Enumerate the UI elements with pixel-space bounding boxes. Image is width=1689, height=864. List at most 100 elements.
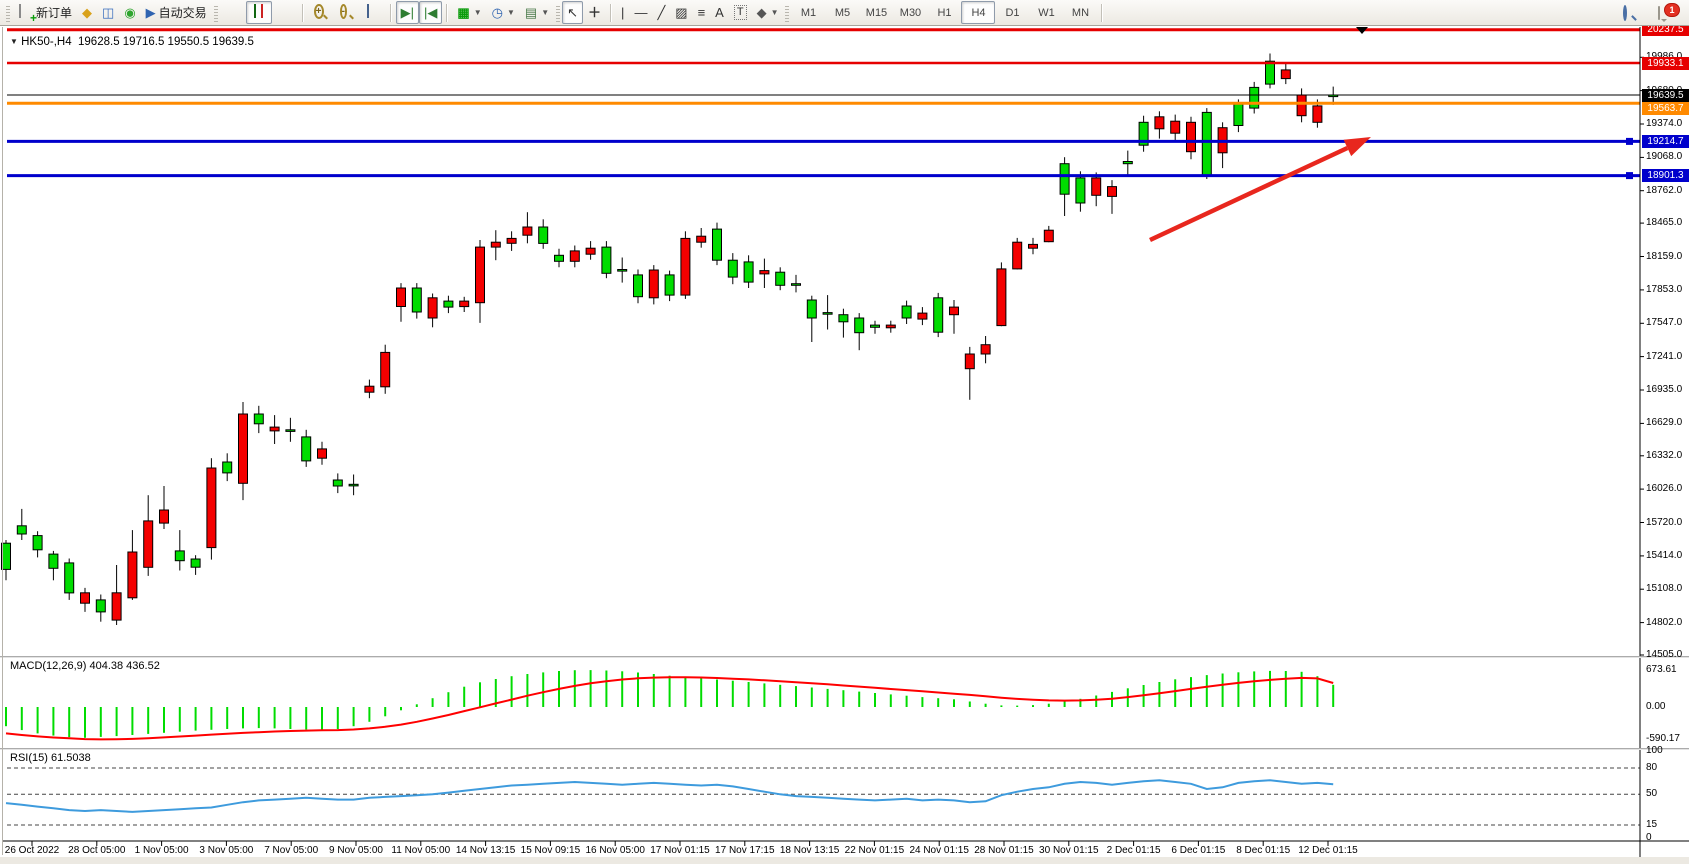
toolbar-separator xyxy=(301,3,304,22)
market-watch-button[interactable]: ◆ xyxy=(77,1,97,24)
vertical-line-button[interactable]: | xyxy=(616,1,629,24)
toolbar-grip[interactable] xyxy=(556,3,561,22)
price-tick-label: 16629.0 xyxy=(1646,417,1683,429)
line-chart-icon xyxy=(277,5,293,20)
price-tick-label: 15414.0 xyxy=(1646,549,1683,561)
timeframe-H4[interactable]: H4 xyxy=(961,1,996,24)
line-chart-button[interactable] xyxy=(272,1,298,24)
trendline-button[interactable]: ╱ xyxy=(652,1,670,24)
text-label-button[interactable]: T xyxy=(729,1,752,24)
chart-title: ▼ HK50-,H4 19628.5 19716.5 19550.5 19639… xyxy=(10,36,254,48)
ohlc-values: 19628.5 19716.5 19550.5 19639.5 xyxy=(78,36,254,48)
time-axis-label: 11 Nov 05:00 xyxy=(391,845,451,856)
templates-button[interactable]: ▤ ▼ xyxy=(520,1,554,24)
time-axis-label: 18 Nov 13:15 xyxy=(779,845,840,856)
text-button[interactable]: A xyxy=(710,1,729,24)
timeframe-W1[interactable]: W1 xyxy=(1038,6,1055,19)
auto-trading-label: 自动交易 xyxy=(158,6,207,20)
time-axis-label: 9 Nov 05:00 xyxy=(329,845,383,856)
auto-trading-icon: ▶ xyxy=(145,5,156,20)
timeframe-H1[interactable]: H1 xyxy=(937,6,952,19)
candlestick-chart-button[interactable] xyxy=(245,1,272,24)
resource-button[interactable]: ◉ xyxy=(119,1,140,24)
zoom-out-button[interactable]: - xyxy=(334,1,360,24)
chat-icon: 1 xyxy=(1658,3,1680,22)
time-axis-label: 30 Nov 01:15 xyxy=(1039,845,1099,856)
time-axis-label: 15 Nov 09:15 xyxy=(520,845,581,856)
text-label-icon: T xyxy=(733,5,747,20)
fibonacci-button[interactable]: ≡ xyxy=(693,1,711,24)
price-level-badge: 19639.5 xyxy=(1642,88,1689,102)
new-chart-button[interactable]: ▦ ▼ xyxy=(452,1,486,24)
rsi-axis-label: 50 xyxy=(1646,788,1658,800)
toolbar-separator xyxy=(446,3,449,22)
symbol-dropdown-icon[interactable]: ▼ xyxy=(10,37,18,46)
zoom-in-button[interactable]: + xyxy=(308,1,334,24)
chart-window[interactable] xyxy=(0,26,1689,856)
auto-trading-button[interactable]: ▶ 自动交易 xyxy=(141,1,212,24)
tile-windows-button[interactable] xyxy=(360,1,386,24)
time-axis-label: 8 Dec 01:15 xyxy=(1236,845,1291,856)
window-frame-bottom xyxy=(0,857,1689,864)
toolbar-grip[interactable] xyxy=(213,3,218,22)
macd-axis-label: -590.17 xyxy=(1646,733,1680,745)
price-tick-label: 18159.0 xyxy=(1646,250,1683,262)
arrows-button[interactable]: ◆ ▼ xyxy=(752,1,784,24)
price-level-badge: 19933.1 xyxy=(1642,56,1689,70)
time-axis-label: 16 Nov 05:00 xyxy=(585,845,645,856)
cursor-button[interactable]: ↖ xyxy=(562,1,584,24)
clock-icon: ◷ xyxy=(491,5,503,20)
chevron-down-icon: ▼ xyxy=(506,8,515,17)
rsi-axis-label: 100 xyxy=(1646,744,1663,756)
channel-icon: ▨ xyxy=(675,5,688,20)
fibonacci-icon: ≡ xyxy=(697,5,706,20)
channel-button[interactable]: ▨ xyxy=(670,1,692,24)
periods-button[interactable]: ◷ ▼ xyxy=(487,1,520,24)
time-axis-label: 22 Nov 01:15 xyxy=(844,845,905,856)
timeframe-M15[interactable]: M15 xyxy=(865,6,888,19)
price-tick-label: 16026.0 xyxy=(1646,483,1683,495)
panel-splitter-rsi[interactable] xyxy=(0,748,1689,750)
vertical-line-icon: | xyxy=(621,5,625,20)
chart-window-button[interactable]: ◫ xyxy=(97,1,119,24)
toolbar-separator xyxy=(389,3,392,22)
time-axis-label: 14 Nov 13:15 xyxy=(455,845,516,856)
toolbar-grip[interactable] xyxy=(785,3,790,22)
time-axis-label: 12 Dec 01:15 xyxy=(1298,845,1358,856)
zoom-out-icon: - xyxy=(339,4,348,19)
rsi-axis-label: 0 xyxy=(1646,832,1652,844)
toolbar-right: 1 xyxy=(1617,3,1680,26)
cursor-icon: ↖ xyxy=(567,5,579,20)
timeframe-M5[interactable]: M5 xyxy=(834,6,851,19)
horizontal-line-button[interactable]: — xyxy=(629,1,652,24)
timeframe-M30[interactable]: M30 xyxy=(899,6,922,19)
price-tick-label: 19374.0 xyxy=(1646,118,1683,129)
timeframe-group: M1 M5 M15 M30 H1 H4 D1 W1 MN xyxy=(791,1,1097,24)
search-icon xyxy=(1622,5,1638,22)
crosshair-button[interactable]: ＋ xyxy=(583,1,606,24)
timeframe-MN[interactable]: MN xyxy=(1071,6,1090,19)
auto-scroll-icon: ▶| xyxy=(400,5,415,20)
toolbar-separator xyxy=(1101,3,1104,22)
search-button[interactable] xyxy=(1617,3,1643,26)
arrows-icon: ◆ xyxy=(756,5,767,20)
new-order-button[interactable]: 新订单 xyxy=(12,1,77,24)
timeframe-M1[interactable]: M1 xyxy=(800,6,817,19)
auto-scroll-button[interactable]: ▶| xyxy=(395,1,420,24)
symbol-name: HK50-,H4 xyxy=(21,36,72,48)
template-icon: ▤ xyxy=(524,5,538,20)
chart-shift-button[interactable]: |◀ xyxy=(419,1,443,24)
price-tick-label: 17853.0 xyxy=(1646,283,1683,295)
notifications-button[interactable]: 1 xyxy=(1653,3,1680,26)
bar-chart-button[interactable] xyxy=(220,1,246,24)
macd-axis-label: 673.61 xyxy=(1646,664,1677,675)
add-chart-icon: ▦ xyxy=(457,5,470,20)
price-level-badge: 18901.3 xyxy=(1642,169,1689,183)
panel-splitter-macd[interactable] xyxy=(0,656,1689,658)
price-tick-label: 15108.0 xyxy=(1646,583,1683,595)
timeframe-D1[interactable]: D1 xyxy=(1005,6,1020,19)
toolbar-grip[interactable] xyxy=(6,3,10,22)
rsi-axis-label: 15 xyxy=(1646,819,1658,830)
toolbar-separator xyxy=(610,3,613,22)
